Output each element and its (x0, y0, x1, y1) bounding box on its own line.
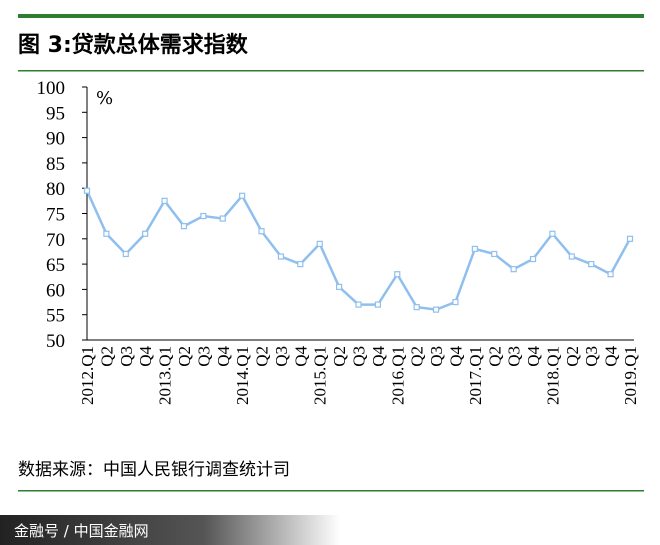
x-tick-label: Q3 (117, 346, 136, 367)
x-tick-label: Q4 (291, 346, 310, 367)
x-tick-label: 2016.Q1 (388, 346, 407, 405)
footer-bar (0, 515, 340, 545)
y-tick-label: 95 (46, 103, 65, 124)
x-tick-label: Q3 (194, 346, 213, 367)
x-tick-label: Q2 (97, 346, 116, 367)
watermark: 金融号 / 中国金融网 (14, 522, 149, 540)
chart-title: 图 3:贷款总体需求指数 (18, 32, 249, 58)
top-rule (18, 14, 644, 18)
x-tick-label: Q3 (350, 346, 369, 367)
marker (491, 250, 498, 258)
x-tick-label: Q2 (175, 346, 194, 367)
marker (277, 253, 285, 260)
marker (510, 266, 517, 273)
x-tick-label: Q4 (446, 346, 465, 367)
marker (219, 215, 226, 222)
marker (103, 230, 110, 237)
marker (258, 228, 265, 235)
x-tick-label: Q4 (369, 346, 388, 367)
marker (297, 261, 304, 268)
x-tick-label: Q3 (505, 346, 524, 367)
y-tick-label: 55 (46, 306, 65, 327)
marker (239, 192, 246, 199)
marker (200, 212, 207, 220)
marker (374, 301, 381, 308)
marker (413, 304, 420, 311)
marker (83, 187, 91, 194)
y-tick-label: 80 (46, 179, 65, 200)
y-tick-label: 75 (46, 205, 65, 226)
x-tick-label: 2019.Q1 (621, 346, 640, 405)
marker (607, 271, 614, 278)
x-tick-label: Q2 (253, 346, 272, 367)
y-tick-label: 100 (37, 78, 66, 99)
x-tick-label: Q4 (524, 346, 543, 367)
x-tick-label: Q4 (136, 346, 155, 367)
marker (394, 271, 401, 278)
x-tick-label: Q2 (485, 346, 504, 367)
marker (626, 235, 634, 242)
x-tick-label: Q4 (214, 346, 233, 367)
y-tick-label: 60 (46, 280, 65, 301)
y-tick-label: 85 (46, 154, 65, 175)
x-tick-label: 2015.Q1 (311, 346, 330, 405)
marker (452, 298, 459, 306)
x-tick-label: 2017.Q1 (466, 346, 485, 405)
x-tick-label: 2018.Q1 (543, 346, 562, 405)
marker (122, 250, 129, 258)
x-tick-label: Q3 (427, 346, 446, 367)
marker (180, 223, 188, 230)
marker (355, 301, 362, 308)
marker (568, 253, 575, 260)
x-tick-label: 2014.Q1 (233, 346, 252, 405)
x-tick-label: Q3 (582, 346, 601, 367)
x-tick-label: Q4 (602, 346, 621, 367)
marker (529, 255, 537, 263)
bottom-rule (18, 490, 644, 492)
x-tick-label: 2012.Q1 (78, 346, 97, 405)
y-tick-label: 50 (46, 331, 65, 352)
marker (588, 261, 595, 268)
marker (336, 283, 343, 290)
marker (142, 230, 149, 237)
source: 数据来源：中国人民银行调查统计司 (18, 460, 290, 480)
title-rule (18, 70, 644, 72)
marker (161, 197, 168, 204)
y-tick-label: 65 (46, 255, 65, 276)
marker (432, 306, 440, 313)
marker (471, 245, 478, 253)
y-tick-label: 90 (46, 129, 65, 150)
x-tick-label: 2013.Q1 (156, 346, 175, 405)
unit-label: % (96, 88, 113, 109)
marker (549, 230, 556, 237)
y-tick-label: 70 (46, 230, 65, 251)
line (85, 190, 632, 311)
x-tick-label: Q2 (408, 346, 427, 367)
marker (316, 240, 323, 247)
x-tick-label: Q2 (330, 346, 349, 367)
x-tick-label: Q2 (563, 346, 582, 367)
x-tick-label: Q3 (272, 346, 291, 367)
